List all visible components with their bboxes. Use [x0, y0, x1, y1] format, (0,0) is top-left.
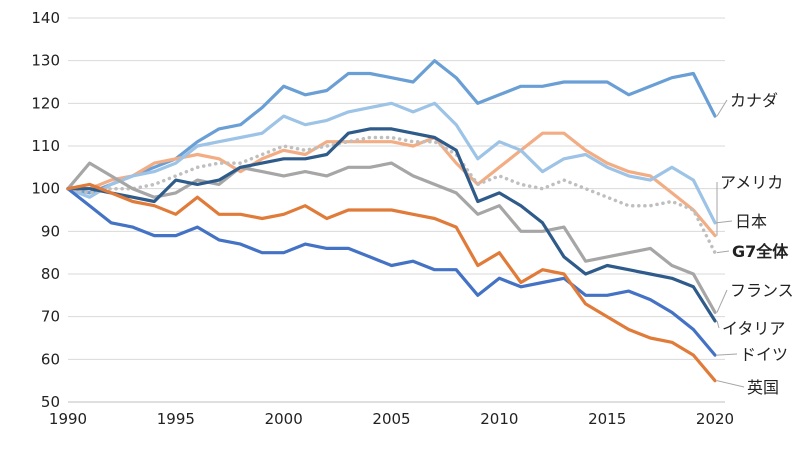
series-line [66, 101, 717, 225]
label-leader-line [716, 380, 745, 388]
series-label: 英国 [747, 378, 779, 397]
series-label: フランス [730, 281, 794, 300]
x-tick-label: 2000 [265, 410, 303, 428]
y-tick-label: 120 [31, 94, 60, 112]
label-leader-line [716, 353, 738, 356]
series-line [66, 187, 717, 357]
x-tick-label: 1990 [49, 410, 87, 428]
series-line [66, 182, 717, 383]
y-tick-label: 130 [31, 52, 60, 70]
series-lines [66, 59, 717, 383]
x-tick-label: 1995 [157, 410, 195, 428]
label-leader-line [716, 220, 733, 224]
label-leader-line [716, 289, 728, 313]
label-leader-line [716, 320, 720, 329]
series-label: イタリア [722, 319, 785, 338]
y-tick-label: 70 [41, 308, 60, 326]
x-tick-label: 2015 [588, 410, 626, 428]
series-line [66, 161, 717, 314]
y-tick-label: 60 [41, 350, 60, 368]
y-tick-label: 80 [41, 265, 60, 283]
x-tick-label: 2020 [696, 410, 734, 428]
label-leader-line [716, 250, 730, 254]
series-label: G7全体 [732, 242, 789, 261]
y-tick-label: 50 [41, 393, 60, 411]
y-tick-label: 90 [41, 222, 60, 240]
x-tick-label: 2005 [372, 410, 410, 428]
series-label: ドイツ [740, 345, 788, 364]
y-tick-label: 140 [31, 9, 60, 27]
axes: 50 60 70 80 90 100 110 120 130 140 1990 1995 2000 200… [31, 9, 734, 428]
y-tick-label: 100 [31, 180, 60, 198]
gridlines [68, 17, 725, 403]
series-line [66, 135, 717, 255]
series-label: 日本 [735, 212, 767, 231]
series-label: アメリカ [720, 173, 783, 192]
label-leader-line [716, 99, 728, 117]
y-tick-label: 110 [31, 137, 60, 155]
x-tick-label: 2010 [480, 410, 518, 428]
series-line [66, 131, 717, 238]
series-label: カナダ [730, 91, 778, 110]
series-line [66, 127, 717, 323]
